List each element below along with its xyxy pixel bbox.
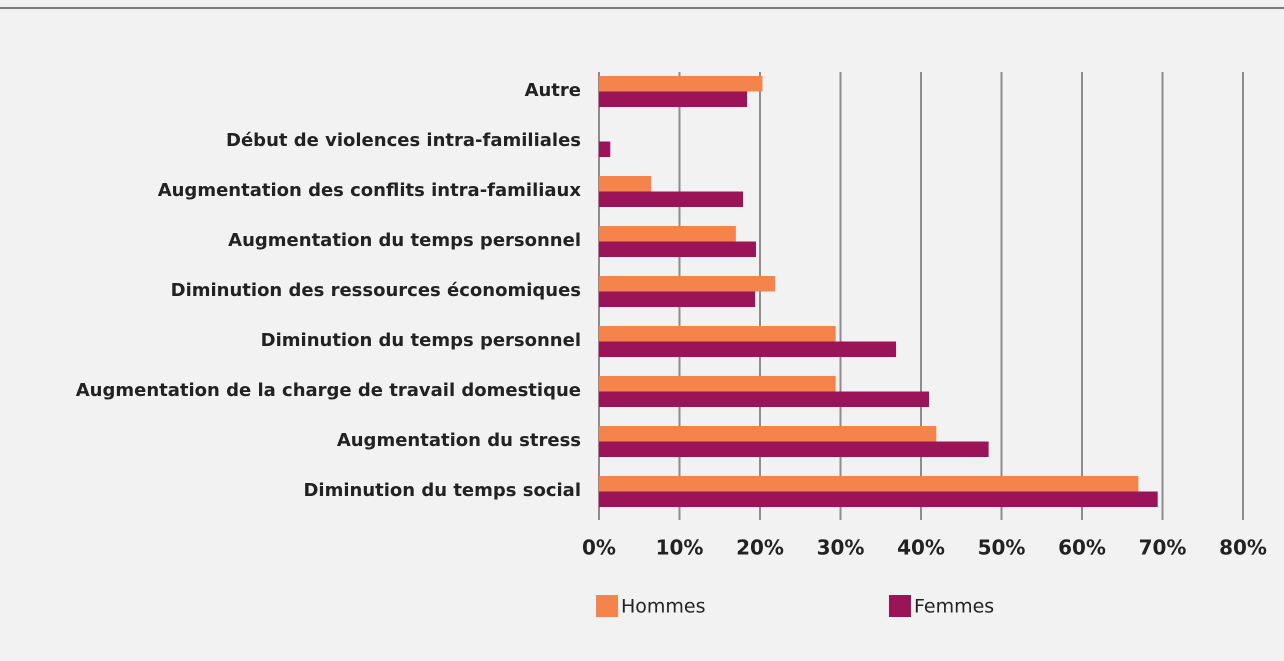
- bar: [599, 291, 756, 307]
- y-tick-label: Augmentation des conflits intra-familiau…: [158, 180, 582, 201]
- y-tick-label: Augmentation du stress: [337, 430, 581, 451]
- bar: [599, 91, 748, 107]
- y-tick-label: Diminution du temps social: [303, 480, 581, 501]
- bar: [599, 376, 836, 392]
- x-tick-label: 0%: [582, 536, 616, 560]
- y-tick-label: Autre: [525, 80, 581, 101]
- y-tick-label: Diminution des ressources économiques: [171, 280, 581, 301]
- x-tick-label: 30%: [817, 536, 865, 560]
- x-tick-label: 50%: [978, 536, 1026, 560]
- y-tick-label: Début de violences intra-familiales: [226, 130, 581, 151]
- bar: [599, 191, 744, 207]
- x-tick-label: 40%: [897, 536, 945, 560]
- bar: [599, 226, 736, 242]
- bar: [599, 141, 611, 157]
- legend-label: Femmes: [914, 596, 994, 618]
- x-tick-label: 70%: [1139, 536, 1187, 560]
- legend-swatch: [889, 595, 911, 617]
- bar: [599, 341, 897, 357]
- y-tick-label: Augmentation du temps personnel: [228, 230, 581, 251]
- x-tick-label: 60%: [1058, 536, 1106, 560]
- bar: [599, 426, 937, 442]
- bar: [599, 391, 930, 407]
- x-tick-label: 20%: [736, 536, 784, 560]
- bar: [599, 476, 1139, 492]
- bar: [599, 276, 776, 292]
- bar: [599, 176, 652, 192]
- y-tick-label: Diminution du temps personnel: [261, 330, 581, 351]
- legend-label: Hommes: [621, 596, 706, 618]
- bar: [599, 326, 836, 342]
- y-tick-label: Augmentation de la charge de travail dom…: [76, 380, 581, 401]
- bar: [599, 441, 989, 457]
- bar: [599, 76, 763, 92]
- bar: [599, 241, 756, 257]
- x-tick-label: 80%: [1219, 536, 1267, 560]
- x-tick-label: 10%: [656, 536, 704, 560]
- bar: [599, 491, 1158, 507]
- legend-swatch: [596, 595, 618, 617]
